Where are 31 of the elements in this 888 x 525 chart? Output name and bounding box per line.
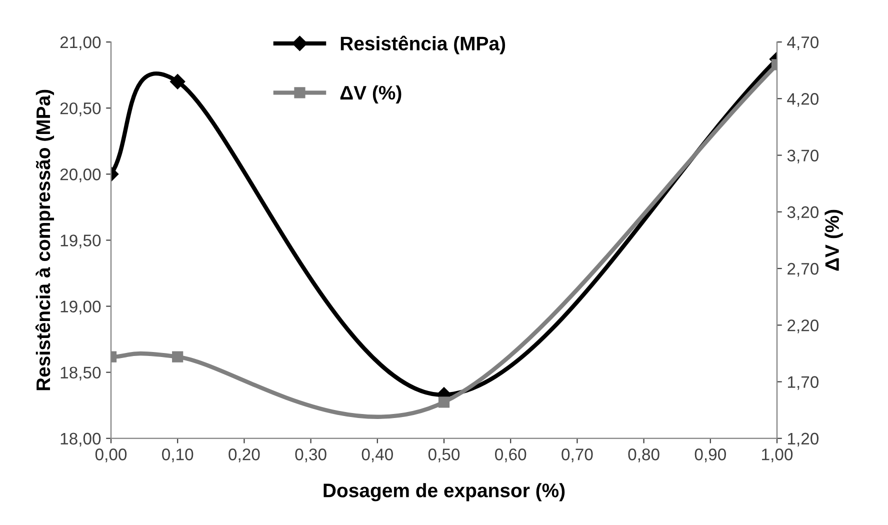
- y2-tick-label: 3,20: [787, 206, 819, 220]
- x-axis-title: Dosagem de expansor (%): [324, 483, 565, 502]
- x-tick-label: 0,60: [495, 448, 526, 462]
- x-tick-label: 0,00: [95, 448, 127, 462]
- x-tick-label: 1,00: [762, 448, 793, 462]
- y2-tick-label: 2,70: [788, 262, 819, 277]
- x-tick-label: 0,40: [362, 448, 393, 462]
- x-tick-label: 0,10: [162, 448, 194, 462]
- x-tick-label: 0,20: [228, 448, 260, 462]
- x-tick-label: 0,30: [295, 448, 326, 462]
- legend-label: ΔV (%): [340, 85, 402, 104]
- x-tick-label: 0,90: [694, 448, 726, 462]
- y-tick-label: 20,50: [60, 102, 101, 116]
- y-tick-label: 21,00: [60, 36, 101, 50]
- x-tick-label: 0,50: [428, 448, 460, 462]
- x-tick-label: 0,70: [562, 448, 593, 462]
- y2-tick-label: 3,70: [787, 150, 819, 164]
- y2-axis-title: ΔV (%): [824, 210, 843, 271]
- y2-tick-label: 4,20: [787, 93, 819, 107]
- y-tick-label: 20,00: [60, 168, 101, 182]
- x-tick-label: 0,80: [628, 448, 660, 462]
- y2-tick-label: 1,20: [788, 432, 819, 447]
- y2-tick-label: 2,20: [788, 320, 819, 334]
- legend-label: Resistência (MPa): [340, 36, 506, 54]
- y-tick-label: 19,00: [60, 300, 101, 314]
- y-axis-title: Resistência à compressão (MPa): [35, 90, 54, 390]
- y-tick-label: 18,00: [60, 432, 101, 447]
- y-tick-label: 19,50: [60, 234, 101, 248]
- y2-tick-label: 1,70: [788, 376, 819, 390]
- y-tick-label: 18,50: [60, 366, 101, 380]
- y2-tick-label: 4,70: [787, 36, 819, 50]
